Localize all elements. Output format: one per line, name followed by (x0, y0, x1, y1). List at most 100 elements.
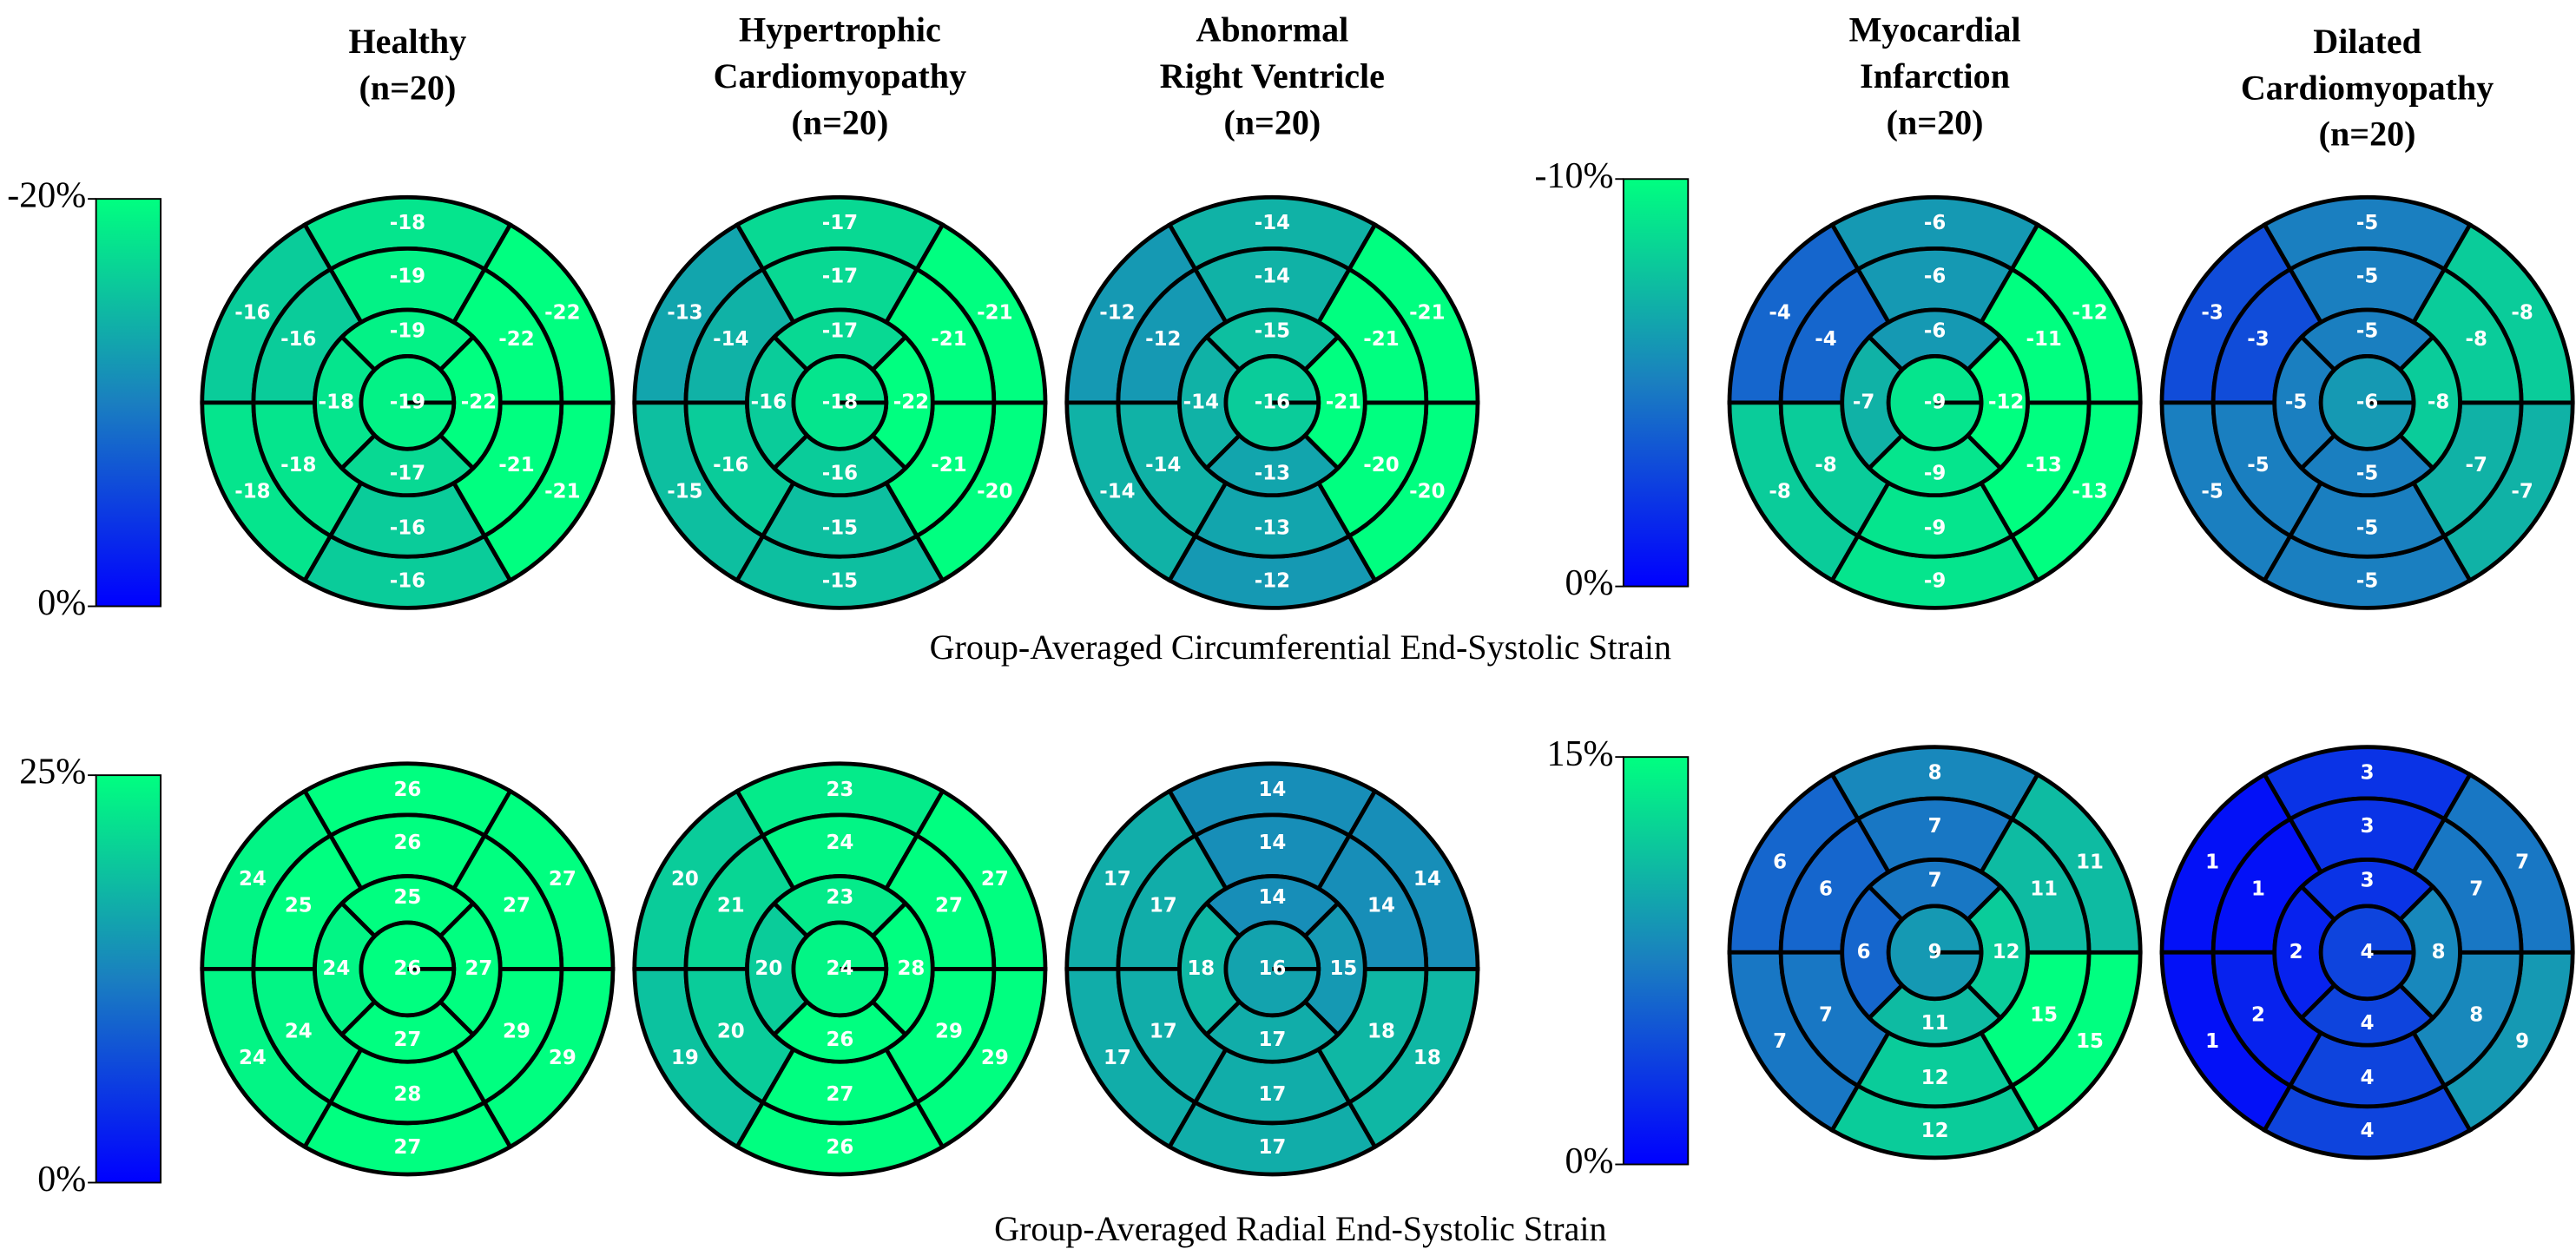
segment-label: -22 (461, 391, 497, 413)
segment-label: 6 (1773, 851, 1787, 874)
segment-label: -21 (1409, 301, 1445, 324)
segment-label: -12 (1145, 328, 1181, 351)
segment-label: -4 (1815, 328, 1836, 351)
segment-label: 27 (503, 894, 530, 917)
segment (1223, 920, 1321, 1018)
segment-label: -14 (1183, 391, 1219, 413)
bullseye: -14 -12 -14 -12 -20 -21 -14 -12 -14 -13 -20 -21 -15 -… (1064, 194, 1480, 610)
segment-label: 7 (2515, 851, 2529, 874)
segment-label: -18 (319, 391, 354, 413)
segment-label: 11 (2030, 878, 2058, 900)
segment-label: -5 (2285, 391, 2307, 413)
segment-label: -6 (1924, 319, 1946, 342)
segment-label: -5 (2201, 480, 2223, 503)
segment-label: 17 (1258, 1083, 1286, 1106)
segment-label: -5 (2356, 319, 2378, 342)
segment-label: 14 (1258, 832, 1286, 854)
segment-label: 27 (935, 894, 963, 917)
segment-label: -16 (1255, 391, 1290, 413)
segment-label: -17 (822, 265, 858, 287)
segment-label: 4 (2361, 1012, 2375, 1035)
colorbar-tick-label: 15% (1546, 734, 1613, 774)
segment-label: -12 (1099, 301, 1135, 324)
segment-label: 27 (393, 1136, 421, 1159)
segment-label: -5 (2356, 516, 2378, 539)
bullseye: -18 -16 -18 -16 -21 -22 -19 -16 -18 -16 -21 -22 -19 -… (200, 194, 616, 610)
segment-label: -5 (2356, 212, 2378, 234)
segment-label: 18 (1413, 1047, 1441, 1069)
panel-title: Right Ventricle (1160, 56, 1385, 95)
segment-label: -14 (713, 328, 748, 351)
segment-label: -13 (1255, 516, 1290, 539)
segment (1223, 354, 1321, 451)
panel-title: (n=20) (1223, 102, 1321, 141)
segment-label: -14 (1145, 454, 1181, 477)
row-title: Group-Averaged Radial End-Systolic Strai… (994, 1209, 1606, 1248)
segment-label: -7 (2511, 480, 2533, 503)
panel-title: Hypertrophic (739, 10, 941, 49)
segment-label: -15 (822, 569, 858, 592)
bullseye: -5 -3 -5 -5 -7 -8 -5 -3 -5 -5 -7 -8 -5 -5 -5 -8 -6 (2159, 194, 2575, 610)
panel-title: Cardiomyopathy (2241, 68, 2494, 107)
segment-label: -16 (822, 462, 858, 484)
segment-label: 27 (981, 868, 1009, 891)
segment-label: -9 (1924, 569, 1946, 592)
segment-label: -7 (1853, 391, 1874, 413)
segment-label: -21 (544, 480, 580, 503)
segment-label: -21 (1326, 391, 1361, 413)
segment-label: 20 (754, 957, 782, 980)
segment-label: 24 (239, 1047, 267, 1069)
colorbar-tick-label: 0% (37, 1160, 86, 1200)
segment-label: -21 (977, 301, 1012, 324)
segment-label: -8 (1815, 454, 1836, 477)
segment-label: 17 (1258, 1029, 1286, 1051)
segment-label: 17 (1150, 894, 1177, 917)
segment-label: 14 (1258, 886, 1286, 909)
segment-label: -12 (2072, 301, 2107, 324)
segment-label: -22 (893, 391, 929, 413)
segment-label: -8 (2428, 391, 2449, 413)
segment-label: 8 (2432, 941, 2446, 963)
segment-label: -4 (1769, 301, 1790, 324)
segment-label: -16 (390, 569, 425, 592)
segment-label: -8 (2465, 328, 2487, 351)
segment-label: -22 (498, 328, 534, 351)
segment-label: 4 (2361, 1120, 2375, 1142)
segment-label: -5 (2356, 265, 2378, 287)
colorbar (1622, 756, 1690, 1166)
segment-label: -12 (1255, 569, 1290, 592)
segment-label: 14 (1413, 868, 1441, 891)
panel-title: Myocardial (1849, 10, 2021, 49)
segment-label: 29 (981, 1047, 1009, 1069)
segment-label: 26 (393, 832, 421, 854)
segment-label: 25 (285, 894, 313, 917)
segment-label: -17 (390, 462, 425, 484)
segment-label: 29 (549, 1047, 576, 1069)
segment (791, 920, 889, 1018)
bullseye: 3 1 1 4 9 7 3 1 2 4 8 7 3 2 4 8 4 (2159, 745, 2575, 1160)
colorbar-tick-label: -20% (7, 176, 86, 216)
colorbar (1622, 178, 1690, 588)
segment-label: 12 (1921, 1120, 1949, 1142)
segment-label: -20 (1409, 480, 1445, 503)
segment (1886, 354, 1984, 451)
segment-label: 7 (1773, 1030, 1787, 1053)
bullseye: 8 6 7 12 15 11 7 6 7 12 15 11 7 6 11 12 9 (1727, 745, 2143, 1160)
segment-label: 7 (2469, 878, 2483, 900)
segment-label: 24 (285, 1020, 313, 1042)
panel-title: Abnormal (1196, 10, 1348, 49)
panel-title: Infarction (1860, 56, 2010, 95)
segment (2318, 904, 2416, 1002)
bullseye: -17 -13 -15 -15 -20 -21 -17 -14 -16 -15 -21 -21 -17 -… (632, 194, 1048, 610)
segment-label: -13 (2072, 480, 2107, 503)
colorbar-tick-label: -10% (1535, 156, 1614, 196)
panel-title: Dilated (2313, 22, 2421, 61)
segment-label: -3 (2247, 328, 2269, 351)
segment-label: 8 (2469, 1003, 2483, 1026)
segment-label: 27 (465, 957, 493, 980)
segment-label: -11 (2026, 328, 2062, 351)
segment-label: 2 (2289, 941, 2303, 963)
segment-label: -16 (713, 454, 748, 477)
segment-label: 29 (935, 1020, 963, 1042)
segment-label: -6 (1924, 265, 1946, 287)
